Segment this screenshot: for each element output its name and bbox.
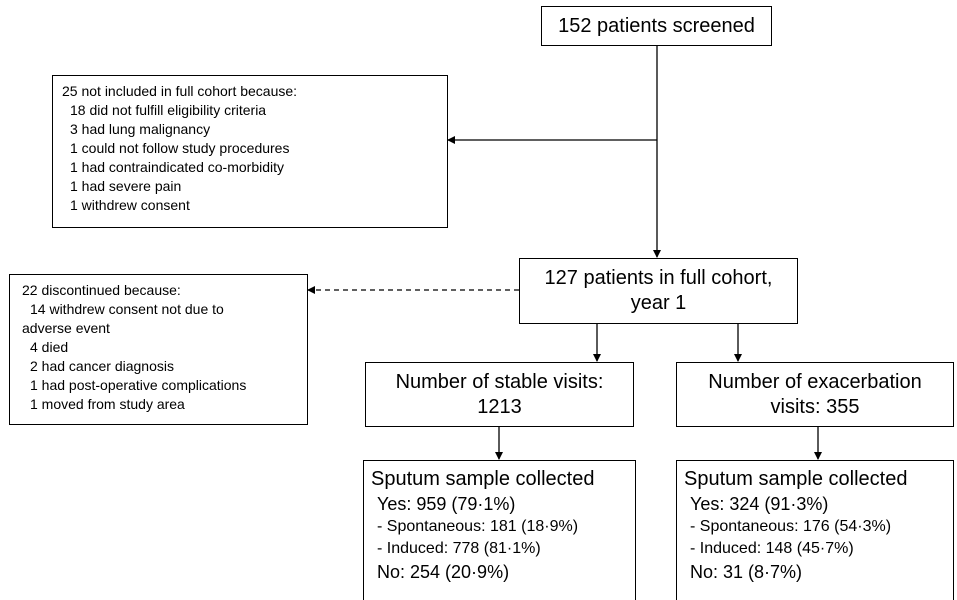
box-text: Number of exacerbation [708, 370, 922, 393]
box-text: 1 moved from study area [30, 396, 185, 412]
box-text: year 1 [630, 292, 687, 314]
box-text: 14 withdrew consent not due to [30, 301, 224, 317]
screened-box: 152 patients screened [541, 6, 772, 46]
box-text: Number of stable visits: [395, 370, 604, 393]
box-text: adverse event [22, 320, 110, 336]
box-text: Yes: 324 (91·3%) [690, 494, 829, 514]
box-text: 25 not included in full cohort because: [62, 83, 298, 99]
box-text: - Induced: 778 (81·1%) [377, 540, 541, 557]
box-text: 4 died [30, 339, 69, 355]
box-text: 1 had severe pain [70, 178, 182, 194]
box-text: 18 did not fulfill eligibility criteria [70, 102, 267, 118]
box-text: No: 31 (8·7%) [690, 562, 803, 582]
stable-box: Number of stable visits: 1213 [365, 362, 634, 427]
box-text: Sputum sample collected [371, 468, 595, 490]
box-text: 1 could not follow study procedures [70, 140, 290, 156]
box-text: visits: 355 [770, 395, 860, 418]
box-text: - Spontaneous: 181 (18·9%) [377, 518, 579, 535]
box-text: 22 discontinued because: [22, 282, 181, 298]
box-text: 1 had post-operative complications [30, 377, 247, 393]
box-text: - Spontaneous: 176 (54·3%) [690, 518, 892, 535]
box-text: - Induced: 148 (45·7%) [690, 540, 854, 557]
box-text: 1 withdrew consent [70, 197, 190, 213]
box-text: 2 had cancer diagnosis [30, 358, 174, 374]
box-text: Yes: 959 (79·1%) [377, 494, 516, 514]
box-text: No: 254 (20·9%) [377, 562, 510, 582]
box-text: 1213 [477, 395, 522, 418]
stable-sputum-box: Sputum sample collected Yes: 959 (79·1%)… [363, 460, 636, 600]
discontinued-box: 22 discontinued because: 14 withdrew con… [9, 274, 308, 425]
box-text: 3 had lung malignancy [70, 121, 211, 137]
excluded-box: 25 not included in full cohort because: … [52, 75, 448, 228]
box-text: 152 patients screened [558, 14, 755, 37]
cohort-box: 127 patients in full cohort, year 1 [519, 258, 798, 324]
exacerbation-sputum-box: Sputum sample collected Yes: 324 (91·3%)… [676, 460, 954, 600]
box-text: Sputum sample collected [684, 468, 908, 490]
exacerbation-box: Number of exacerbation visits: 355 [676, 362, 954, 427]
box-text: 1 had contraindicated co-morbidity [70, 159, 285, 175]
box-text: 127 patients in full cohort, [544, 267, 773, 289]
